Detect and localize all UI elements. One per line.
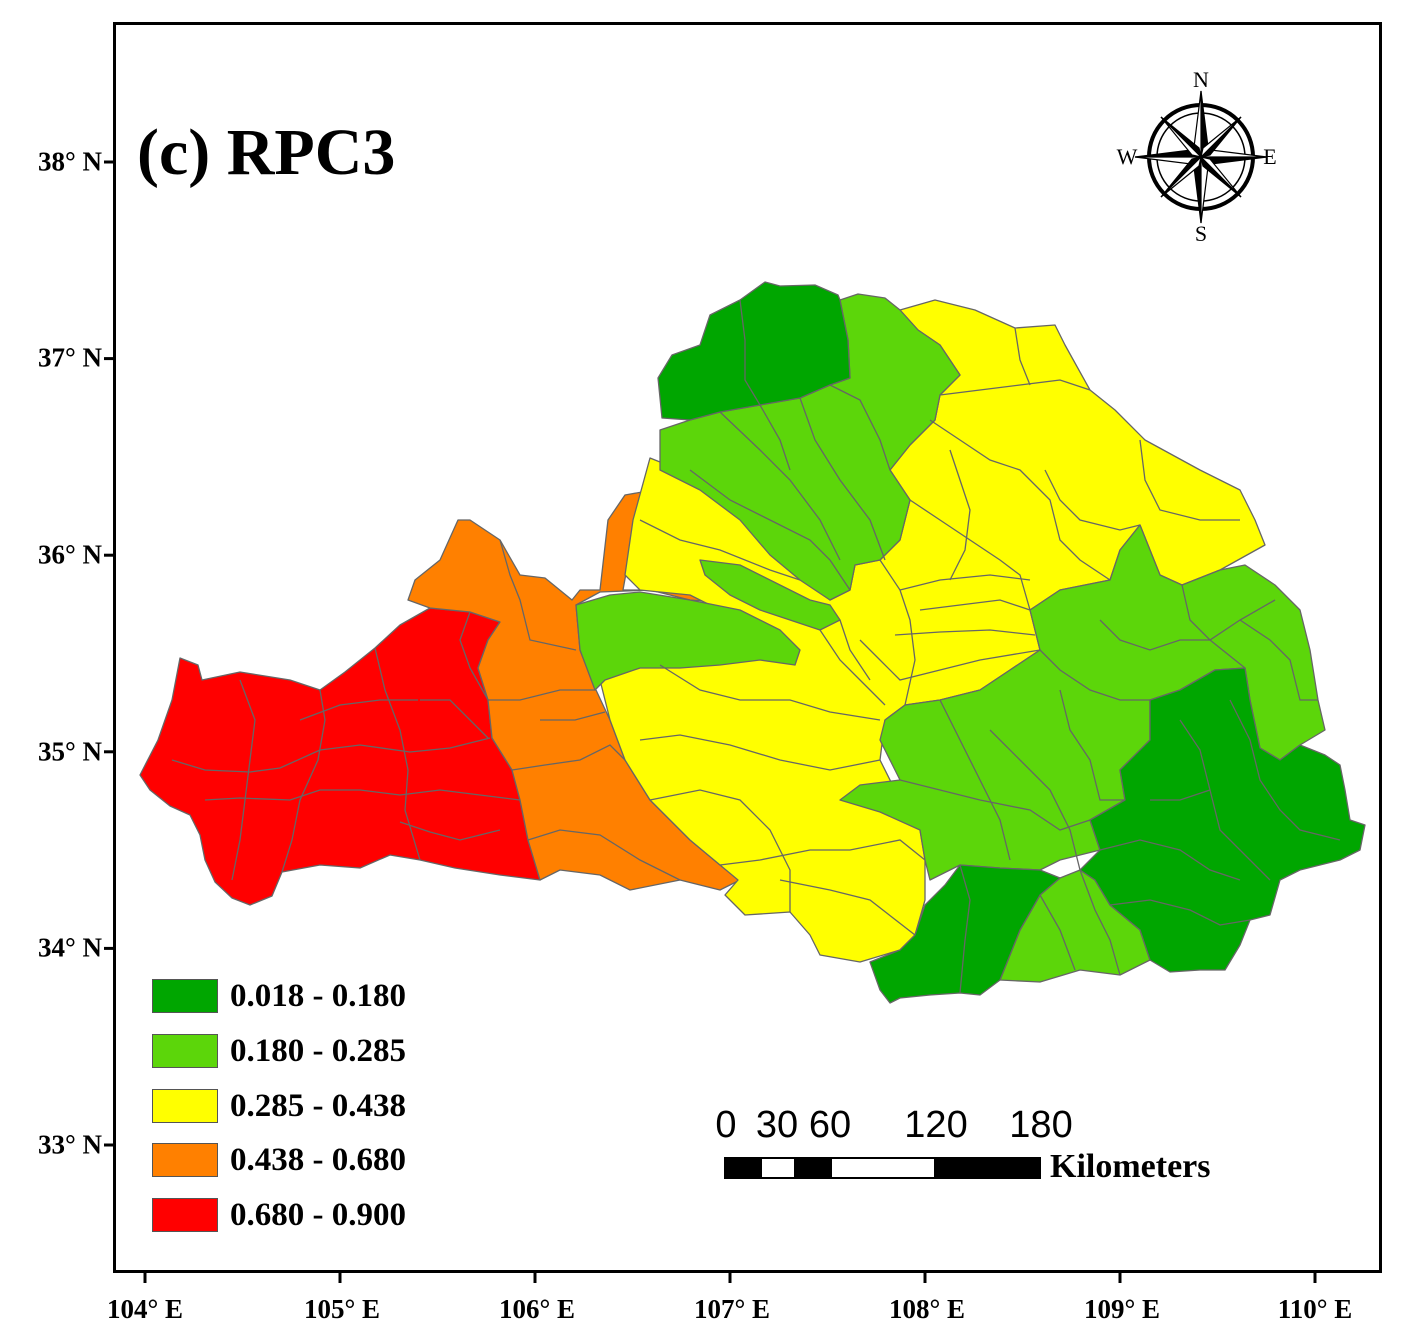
axis-ticks xyxy=(104,160,1317,1283)
lon-label-110: 110° E xyxy=(1277,1294,1353,1324)
region-red xyxy=(139,607,541,906)
compass-east-label: E xyxy=(1263,144,1277,169)
compass-north-label: N xyxy=(1193,67,1209,92)
legend-item: 0.438 - 0.680 xyxy=(152,1142,406,1178)
scale-tick-label: 180 xyxy=(1009,1104,1073,1146)
legend-swatch xyxy=(152,1034,218,1068)
legend-item: 0.018 - 0.180 xyxy=(152,978,406,1014)
legend-label: 0.680 - 0.900 xyxy=(230,1196,406,1233)
legend-label: 0.018 - 0.180 xyxy=(230,977,406,1014)
compass-west-label: W xyxy=(1116,144,1138,169)
scale-tick-label: 30 xyxy=(755,1104,799,1146)
lon-label-104: 104° E xyxy=(106,1294,184,1324)
legend-swatch xyxy=(152,1198,218,1232)
legend-swatch xyxy=(152,1089,218,1123)
scale-bar xyxy=(724,1157,1041,1179)
lon-label-107: 107° E xyxy=(693,1294,771,1324)
scale-tick-label: 0 xyxy=(715,1104,737,1146)
region-lightgreen-sliver xyxy=(699,559,841,631)
lon-label-105: 105° E xyxy=(303,1294,381,1324)
lon-label-108: 108° E xyxy=(888,1294,966,1324)
lon-label-109: 109° E xyxy=(1083,1294,1161,1324)
lon-label-106: 106° E xyxy=(498,1294,576,1324)
scale-tick-label: 120 xyxy=(904,1104,968,1146)
legend-item: 0.285 - 0.438 xyxy=(152,1088,406,1124)
sub-basin-boundaries xyxy=(171,299,1341,994)
compass-south-label: S xyxy=(1194,221,1208,246)
legend-swatch xyxy=(152,1143,218,1177)
compass-rose xyxy=(1134,90,1268,224)
map-title: (c) RPC3 xyxy=(137,116,396,189)
legend-label: 0.180 - 0.285 xyxy=(230,1032,406,1069)
scale-tick-label: 60 xyxy=(808,1104,852,1146)
legend-item: 0.180 - 0.285 xyxy=(152,1033,406,1069)
lat-label-33: 33° N xyxy=(37,1129,102,1160)
lat-label-37: 37° N xyxy=(37,342,102,373)
sub-basin-regions xyxy=(139,281,1366,1004)
region-lightgreen-west xyxy=(575,591,801,691)
scale-unit: Kilometers xyxy=(1050,1148,1211,1185)
lat-label-34: 34° N xyxy=(37,932,102,963)
legend-label: 0.285 - 0.438 xyxy=(230,1087,406,1124)
lat-label-38: 38° N xyxy=(37,146,102,177)
lat-label-36: 36° N xyxy=(37,539,102,570)
lat-label-35: 35° N xyxy=(37,736,102,767)
region-darkgreen-east xyxy=(1079,667,1366,973)
legend-label: 0.438 - 0.680 xyxy=(230,1141,406,1178)
legend-item: 0.680 - 0.900 xyxy=(152,1197,406,1233)
legend-swatch xyxy=(152,979,218,1013)
